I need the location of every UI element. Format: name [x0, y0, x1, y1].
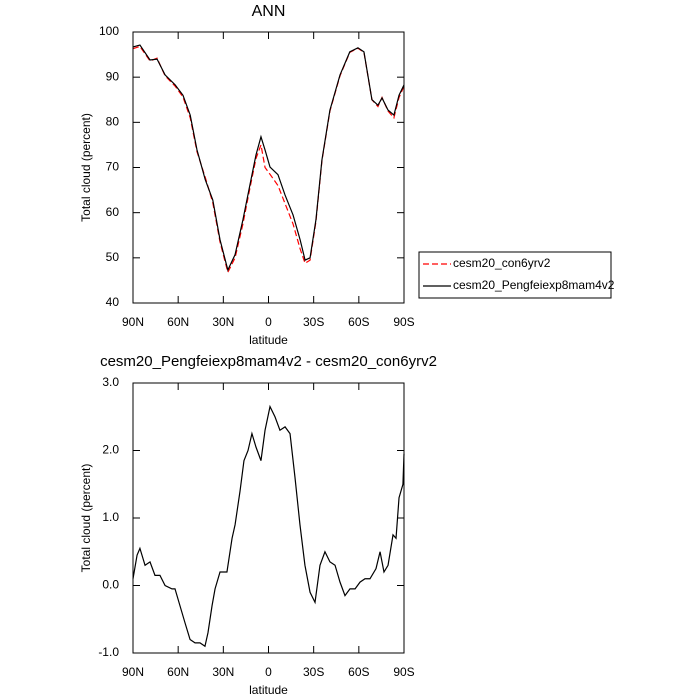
y-tick-label: 60 — [106, 205, 120, 219]
y-tick-label: 100 — [99, 24, 119, 38]
chart-title: cesm20_Pengfeiexp8mam4v2 - cesm20_con6yr… — [100, 353, 437, 370]
x-tick-label: 60N — [167, 315, 189, 329]
y-tick-label: -1.0 — [98, 645, 119, 659]
x-tick-label: 30N — [212, 665, 234, 679]
legend-label: cesm20_Pengfeiexp8mam4v2 — [453, 278, 615, 292]
line-series — [132, 45, 405, 274]
y-axis-label: Total cloud (percent) — [79, 113, 93, 222]
x-tick-label: 90S — [393, 665, 414, 679]
x-tick-label: 60S — [348, 315, 369, 329]
x-tick-label: 30S — [303, 665, 324, 679]
x-tick-label: 60S — [348, 665, 369, 679]
x-axis-label: latitude — [249, 333, 288, 347]
line-series — [132, 44, 405, 272]
plot-frame — [132, 382, 405, 654]
x-tick-label: 90S — [393, 315, 414, 329]
y-tick-label: 1.0 — [102, 510, 119, 524]
chart-title: ANN — [252, 3, 286, 20]
line-series — [132, 404, 405, 648]
x-tick-label: 90N — [122, 315, 144, 329]
x-tick-label: 30S — [303, 315, 324, 329]
y-tick-label: 40 — [106, 295, 120, 309]
x-tick-label: 60N — [167, 665, 189, 679]
legend-box — [418, 251, 612, 299]
x-axis-label: latitude — [249, 683, 288, 697]
y-tick-label: 90 — [106, 69, 120, 83]
y-tick-label: 70 — [106, 160, 120, 174]
x-tick-label: 0 — [265, 315, 272, 329]
x-tick-label: 30N — [212, 315, 234, 329]
y-tick-label: 0.0 — [102, 578, 119, 592]
x-tick-label: 90N — [122, 665, 144, 679]
plot-frame — [132, 31, 405, 304]
y-axis-label: Total cloud (percent) — [79, 464, 93, 573]
y-tick-label: 2.0 — [102, 443, 119, 457]
y-tick-label: 3.0 — [102, 375, 119, 389]
y-tick-label: 50 — [106, 250, 120, 264]
legend-label: cesm20_con6yrv2 — [453, 256, 551, 270]
x-tick-label: 0 — [265, 665, 272, 679]
y-tick-label: 80 — [106, 115, 120, 129]
